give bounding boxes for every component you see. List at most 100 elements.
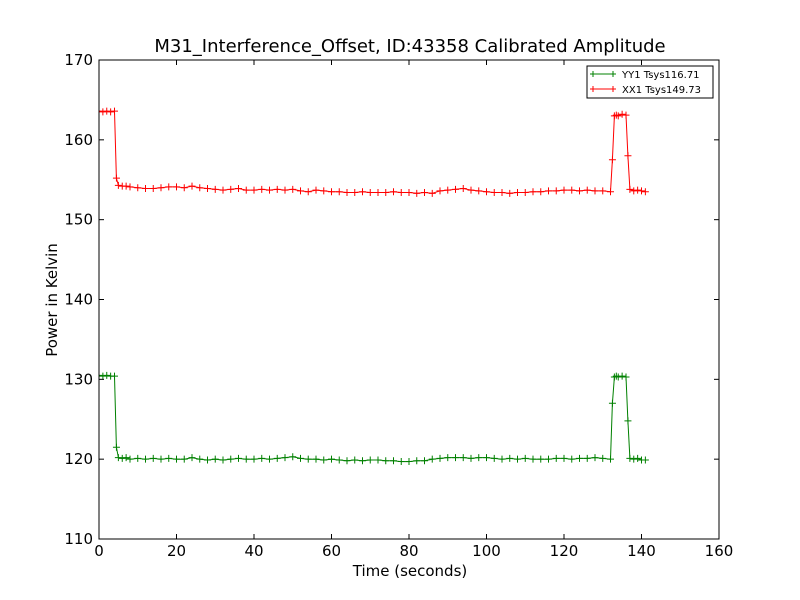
data-point <box>382 457 390 465</box>
data-point <box>514 189 521 197</box>
data-point <box>452 454 459 462</box>
data-point <box>173 455 180 463</box>
y-tick-label: 150 <box>64 211 93 229</box>
data-point <box>397 458 405 466</box>
data-point <box>335 456 343 464</box>
data-point <box>173 183 180 191</box>
data-point <box>591 454 599 462</box>
data-point <box>405 458 413 466</box>
data-point <box>103 371 111 379</box>
data-point <box>114 454 122 462</box>
data-point <box>506 454 514 462</box>
data-point <box>99 372 107 380</box>
data-point <box>545 187 552 195</box>
data-point <box>328 455 335 463</box>
data-point <box>537 188 545 196</box>
data-point <box>576 187 583 195</box>
data-point <box>444 186 452 194</box>
data-point <box>475 454 483 462</box>
data-point <box>490 454 498 462</box>
data-point <box>498 455 506 463</box>
data-point <box>444 454 452 462</box>
x-tick-label: 120 <box>550 542 579 560</box>
data-point <box>99 371 103 379</box>
x-tick-label: 80 <box>399 542 418 560</box>
y-tick-label: 130 <box>64 370 93 388</box>
series-1 <box>99 107 649 197</box>
data-point <box>107 108 115 116</box>
data-point <box>227 185 235 193</box>
data-point <box>157 184 165 192</box>
data-point <box>351 456 359 464</box>
data-point <box>289 185 297 193</box>
data-point <box>142 455 149 463</box>
data-point <box>591 187 599 195</box>
data-point <box>397 189 405 197</box>
x-tick-label: 100 <box>472 542 501 560</box>
data-point <box>188 182 196 190</box>
data-point <box>630 187 638 195</box>
data-point <box>297 454 304 462</box>
data-point <box>235 454 242 462</box>
data-point <box>118 454 126 462</box>
x-tick-label: 140 <box>627 542 656 560</box>
data-point <box>304 188 312 196</box>
x-tick-label: 0 <box>94 542 104 560</box>
data-point <box>112 174 120 182</box>
data-point <box>618 110 626 118</box>
data-point <box>428 455 436 463</box>
legend-label: YY1 Tsys116.71 <box>621 70 700 81</box>
data-point <box>111 107 118 115</box>
data-point <box>608 156 616 164</box>
data-point <box>624 152 632 160</box>
x-tick-label: 60 <box>322 542 341 560</box>
data-point <box>180 455 188 463</box>
data-point <box>204 185 211 193</box>
data-point <box>618 372 626 380</box>
data-point <box>304 455 312 463</box>
data-point <box>312 186 320 194</box>
data-point <box>266 455 273 463</box>
data-point <box>289 453 297 461</box>
data-point <box>196 455 204 463</box>
data-point <box>297 187 304 195</box>
data-point <box>211 455 219 463</box>
data-point <box>281 186 289 194</box>
data-point <box>359 457 366 465</box>
y-tick-label: 160 <box>64 131 93 149</box>
data-point <box>227 455 235 463</box>
legend-swatch-marker <box>590 86 616 92</box>
data-point <box>568 455 576 463</box>
data-point <box>266 186 273 194</box>
data-point <box>219 186 227 194</box>
data-point <box>250 186 258 194</box>
data-point <box>622 373 630 381</box>
data-point <box>134 454 142 462</box>
data-point <box>638 187 645 195</box>
data-point <box>545 455 552 463</box>
data-point <box>390 188 397 196</box>
legend: YY1 Tsys116.71 XX1 Tsys149.73 <box>586 65 714 99</box>
data-point <box>560 454 568 462</box>
data-point <box>343 457 351 465</box>
data-point <box>103 107 111 115</box>
data-point <box>165 183 173 191</box>
data-point <box>583 186 591 194</box>
data-point <box>359 188 366 196</box>
data-point <box>122 182 130 190</box>
data-point <box>607 188 614 196</box>
data-point <box>521 454 529 462</box>
data-point <box>514 455 521 463</box>
data-point <box>614 112 622 120</box>
data-point <box>634 454 642 462</box>
x-tick-label: 20 <box>167 542 186 560</box>
data-point <box>405 189 413 197</box>
data-point <box>467 454 475 462</box>
data-point <box>99 107 103 115</box>
series-0 <box>99 371 649 466</box>
data-point <box>196 184 204 192</box>
data-point <box>607 455 614 463</box>
data-point <box>312 455 320 463</box>
